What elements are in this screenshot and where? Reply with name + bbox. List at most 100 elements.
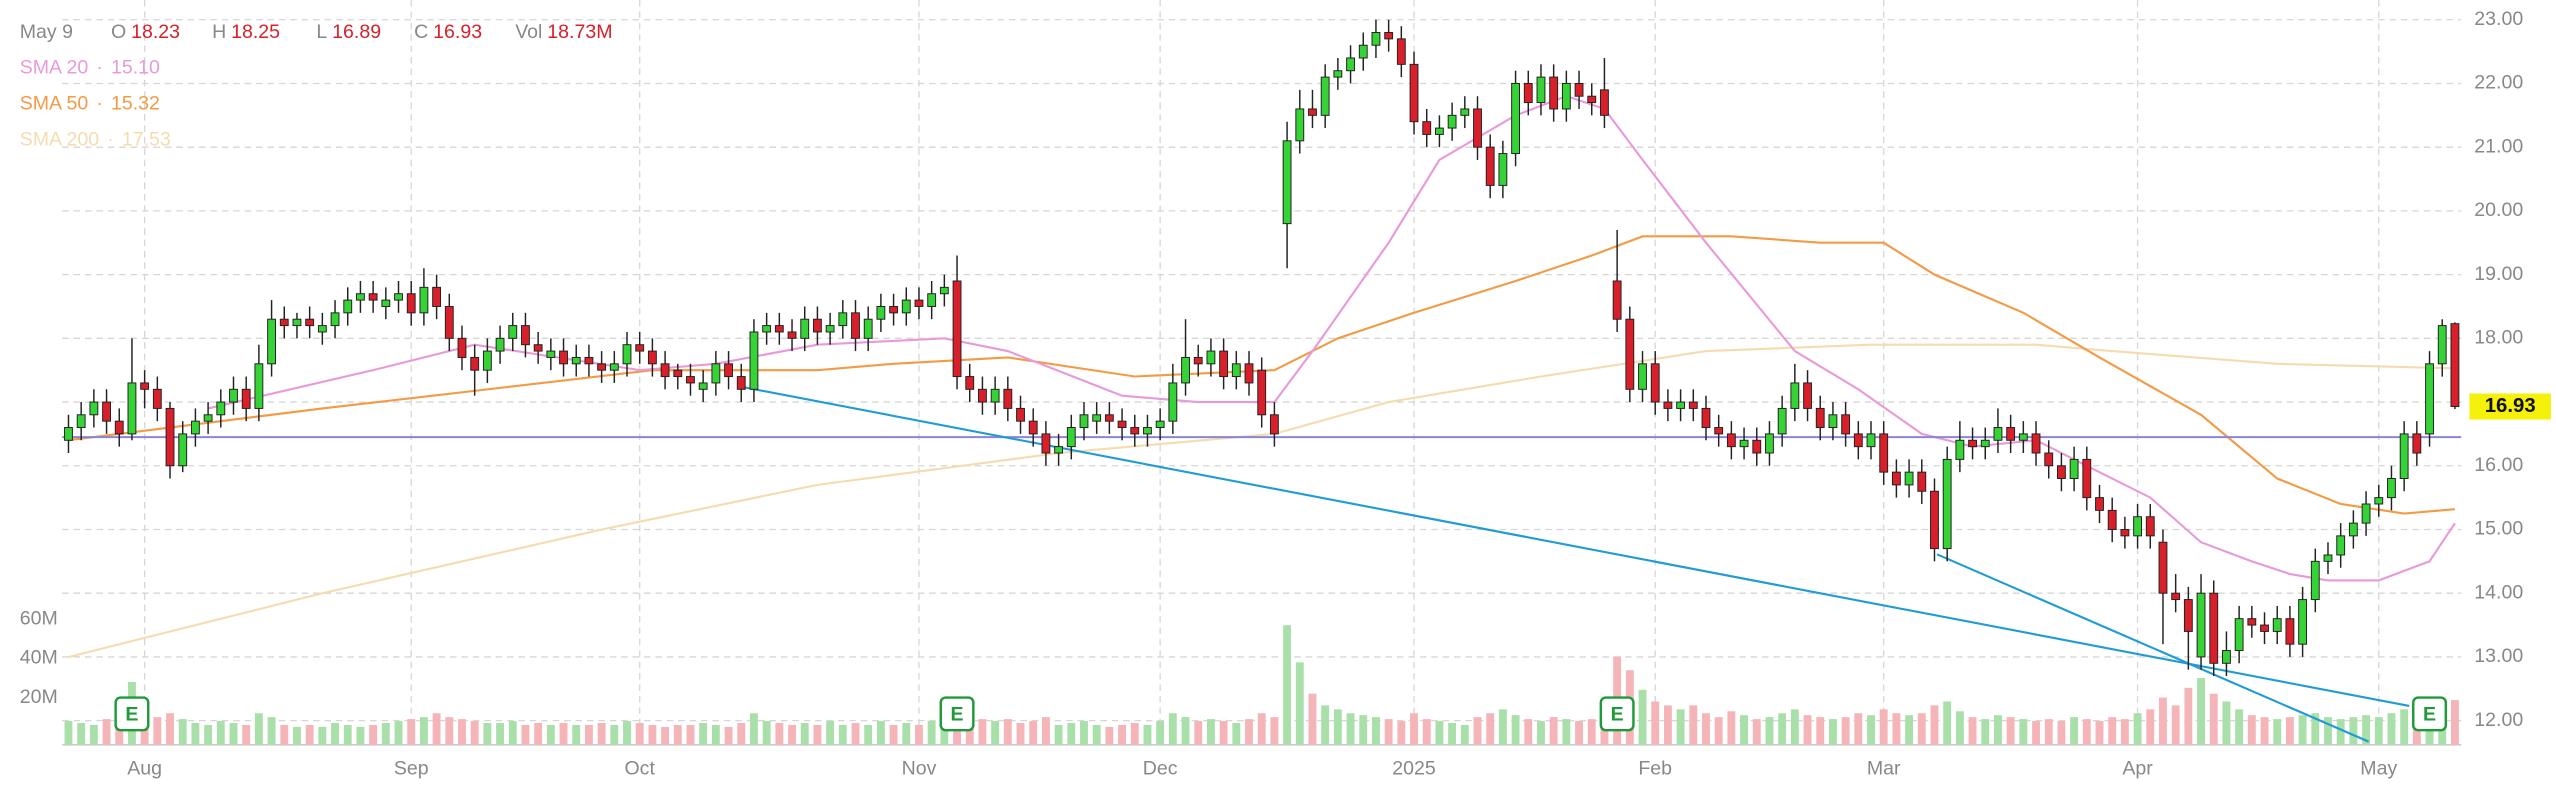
volume-bar (1448, 723, 1457, 745)
volume-bar (1257, 713, 1266, 745)
candle-body (356, 293, 365, 301)
legend-name: SMA 20 (20, 57, 89, 79)
x-tick-label: Sep (394, 757, 429, 779)
candle-body (673, 369, 683, 378)
volume-bar (927, 721, 936, 745)
volume-bar (1752, 719, 1761, 745)
candle-body (1676, 401, 1686, 409)
volume-bar (2298, 715, 2307, 745)
volume-bar (750, 713, 758, 745)
candle-body (1333, 70, 1343, 78)
y-tick-label: 21.00 (2474, 135, 2523, 157)
candle-body (2209, 592, 2219, 664)
volume-bar (2057, 721, 2066, 745)
candle-body (76, 414, 86, 429)
volume-bar (915, 724, 923, 745)
candle-body (1434, 127, 1444, 135)
volume-bar (1524, 719, 1533, 745)
candle-body (876, 305, 886, 320)
volume-bar (1359, 715, 1368, 745)
earnings-marker (1599, 696, 1635, 732)
x-tick-label: Oct (624, 757, 655, 779)
legend-value: 15.10 (111, 57, 160, 79)
volume-bar (1473, 717, 1482, 745)
candle-body (1295, 108, 1305, 142)
volume-bar (191, 723, 200, 745)
candle-body (1003, 388, 1013, 409)
volume-bar (1714, 717, 1723, 745)
candle-body (2437, 325, 2447, 365)
candle-body (838, 312, 848, 327)
candle-body (381, 299, 391, 307)
legend-name: SMA 50 (20, 92, 89, 114)
candle-body (2285, 618, 2295, 645)
candle-body (736, 376, 746, 390)
volume-bar (1803, 715, 1812, 745)
candle-body (343, 299, 353, 314)
volume-tick-label: 40M (20, 647, 58, 669)
candle-body (1498, 153, 1508, 186)
candle-body (127, 382, 137, 435)
candle-body (1701, 407, 1711, 429)
volume-bar (1206, 719, 1215, 745)
candle-body (2120, 528, 2130, 537)
candle-body (508, 325, 518, 339)
y-tick-label: 12.00 (2474, 709, 2523, 731)
earnings-label: E (2423, 704, 2436, 726)
volume-bar (686, 724, 695, 745)
candle-body (2260, 624, 2269, 632)
legend-separator: · (107, 128, 114, 150)
candle-body (1130, 427, 1140, 435)
volume-bar (2159, 697, 2167, 745)
volume-bar (1435, 721, 1444, 745)
candle-body (2348, 522, 2358, 537)
candle-body (1803, 382, 1812, 409)
candle-body (1587, 95, 1597, 104)
volume-bar (1676, 709, 1685, 745)
volume-bar (1067, 723, 1076, 745)
candle-body (901, 299, 911, 314)
candle-body (368, 293, 378, 301)
candle-body (152, 388, 162, 409)
volume-bar (2197, 678, 2205, 745)
volume-bar (1346, 713, 1355, 745)
volume-bar (800, 723, 809, 745)
candle-body (1028, 420, 1038, 435)
volume-bar (432, 713, 441, 745)
price-badge (2469, 393, 2551, 420)
candle-body (978, 388, 987, 403)
volume-bar (851, 723, 860, 745)
earnings-marker (114, 696, 150, 732)
candle-body (1980, 439, 1990, 448)
volume-bar (1854, 713, 1863, 745)
volume-bar (508, 721, 517, 745)
volume-bar (1790, 709, 1799, 745)
candle-body (279, 318, 289, 327)
candle-body (812, 318, 822, 333)
legend-separator: · (96, 92, 103, 114)
candle-body (2399, 433, 2409, 479)
volume-bar (1003, 719, 1012, 745)
x-tick-label: Dec (1143, 757, 1178, 779)
volume-bar (1080, 721, 1088, 745)
y-tick-label: 20.00 (2474, 199, 2523, 221)
candle-body (1612, 280, 1622, 320)
volume-bar (1981, 719, 1990, 745)
header-date: May 9 (20, 21, 73, 43)
volume-bar (2349, 717, 2358, 745)
volume-bar (2070, 717, 2079, 745)
volume-bar (572, 724, 581, 745)
volume-bar (1283, 625, 1292, 745)
candle-body (1168, 382, 1178, 422)
x-tick-label: Nov (902, 757, 937, 779)
volume-bar (293, 726, 301, 745)
volume-bar (1549, 717, 1558, 745)
volume-bar (1194, 721, 1203, 745)
earnings-marker (2412, 696, 2448, 732)
volume-bar (229, 723, 238, 745)
volume-bar (204, 724, 213, 745)
volume-bar (2044, 719, 2053, 745)
header-label: C (414, 21, 428, 43)
volume-bar (1879, 709, 1888, 745)
volume-bar (1575, 721, 1583, 745)
